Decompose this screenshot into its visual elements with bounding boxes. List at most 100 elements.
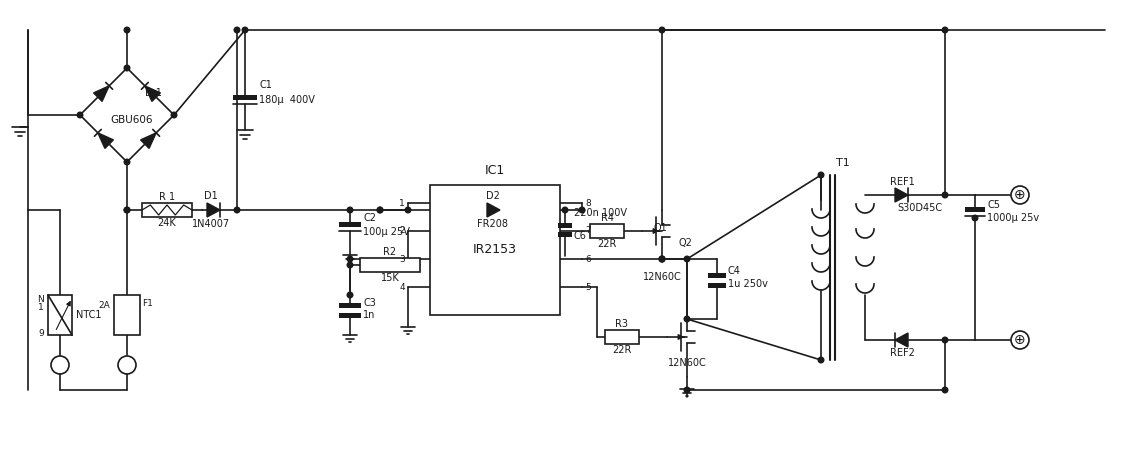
Text: R 1: R 1: [159, 192, 175, 202]
Text: Q1: Q1: [653, 223, 666, 233]
Text: ⊕: ⊕: [1014, 333, 1025, 347]
Polygon shape: [94, 86, 110, 101]
Text: 1n: 1n: [363, 310, 375, 320]
Text: F1: F1: [142, 298, 153, 307]
Circle shape: [660, 256, 665, 262]
Text: C5: C5: [988, 200, 1000, 210]
Text: R2: R2: [383, 247, 397, 257]
Text: Br1: Br1: [145, 88, 162, 98]
Text: C6: C6: [574, 231, 586, 241]
Circle shape: [125, 27, 130, 33]
Circle shape: [685, 316, 689, 322]
Circle shape: [377, 207, 383, 213]
Text: S30D45C: S30D45C: [897, 203, 943, 213]
Text: 22R: 22R: [598, 239, 617, 249]
Circle shape: [234, 207, 240, 213]
Circle shape: [347, 256, 353, 262]
Circle shape: [78, 112, 82, 118]
Polygon shape: [895, 188, 908, 202]
Text: 5: 5: [585, 282, 591, 291]
Polygon shape: [487, 203, 499, 217]
Text: 180µ  400V: 180µ 400V: [259, 95, 314, 105]
Circle shape: [973, 215, 977, 221]
Text: REF2: REF2: [889, 348, 914, 358]
Circle shape: [660, 256, 665, 262]
Text: 220n 100V: 220n 100V: [574, 208, 628, 218]
Text: C4: C4: [728, 266, 741, 276]
Bar: [114, 295, 139, 335]
Text: D1: D1: [205, 191, 218, 201]
Circle shape: [171, 112, 177, 118]
Text: 8: 8: [585, 199, 591, 208]
Circle shape: [562, 207, 568, 213]
Circle shape: [818, 357, 824, 363]
Circle shape: [685, 387, 689, 393]
Circle shape: [125, 207, 130, 213]
Bar: [142, 203, 192, 217]
Text: 15K: 15K: [381, 273, 399, 283]
Bar: [965, 207, 985, 212]
Circle shape: [942, 192, 948, 198]
Text: ⊕: ⊕: [1014, 188, 1025, 202]
Text: 1: 1: [38, 303, 43, 312]
Text: 24K: 24K: [158, 218, 176, 228]
Text: 1N4007: 1N4007: [192, 219, 230, 229]
Circle shape: [942, 387, 948, 393]
Circle shape: [347, 207, 353, 213]
Text: IR2153: IR2153: [473, 244, 517, 256]
Text: C3: C3: [363, 298, 376, 308]
Bar: [233, 95, 257, 100]
Text: NTC1: NTC1: [75, 310, 102, 320]
Polygon shape: [207, 203, 219, 217]
Circle shape: [580, 207, 585, 213]
Text: N: N: [38, 296, 43, 305]
Circle shape: [234, 27, 240, 33]
Text: R4: R4: [600, 213, 614, 223]
Polygon shape: [98, 133, 113, 149]
Polygon shape: [145, 86, 160, 101]
Text: FR208: FR208: [478, 219, 509, 229]
Text: 100µ 25V: 100µ 25V: [363, 227, 410, 237]
Circle shape: [377, 207, 383, 213]
Text: 7: 7: [585, 227, 591, 236]
Text: 3: 3: [399, 254, 405, 263]
Circle shape: [242, 27, 248, 33]
Text: 2A: 2A: [98, 300, 110, 309]
Text: 4: 4: [399, 282, 405, 291]
Text: D2: D2: [486, 191, 499, 201]
Bar: [430, 185, 560, 315]
Bar: [339, 313, 361, 318]
Bar: [590, 224, 624, 238]
Bar: [708, 283, 726, 288]
Circle shape: [347, 292, 353, 298]
Bar: [708, 273, 726, 278]
Circle shape: [347, 262, 353, 268]
Text: C1: C1: [259, 80, 272, 90]
Circle shape: [685, 256, 689, 262]
Circle shape: [125, 159, 130, 165]
Text: R3: R3: [615, 319, 629, 329]
Text: C2: C2: [363, 213, 376, 223]
Circle shape: [125, 65, 130, 71]
Bar: [339, 222, 361, 227]
Text: 9: 9: [38, 329, 43, 338]
Text: 12N60C: 12N60C: [668, 358, 706, 368]
Text: IC1: IC1: [485, 165, 505, 177]
Polygon shape: [141, 133, 157, 149]
Bar: [558, 223, 572, 228]
Bar: [48, 295, 72, 335]
Text: 12N60C: 12N60C: [642, 272, 681, 282]
Text: 22R: 22R: [613, 345, 632, 355]
Text: Q2: Q2: [678, 238, 692, 248]
Text: 1: 1: [399, 199, 405, 208]
Text: REF1: REF1: [889, 177, 914, 187]
Circle shape: [818, 172, 824, 178]
Text: 6: 6: [585, 254, 591, 263]
Text: 2: 2: [399, 227, 405, 236]
Bar: [558, 232, 572, 237]
Circle shape: [942, 337, 948, 343]
Text: T1: T1: [836, 158, 849, 168]
Bar: [360, 258, 419, 272]
Circle shape: [942, 27, 948, 33]
Text: 1000µ 25v: 1000µ 25v: [988, 213, 1039, 223]
